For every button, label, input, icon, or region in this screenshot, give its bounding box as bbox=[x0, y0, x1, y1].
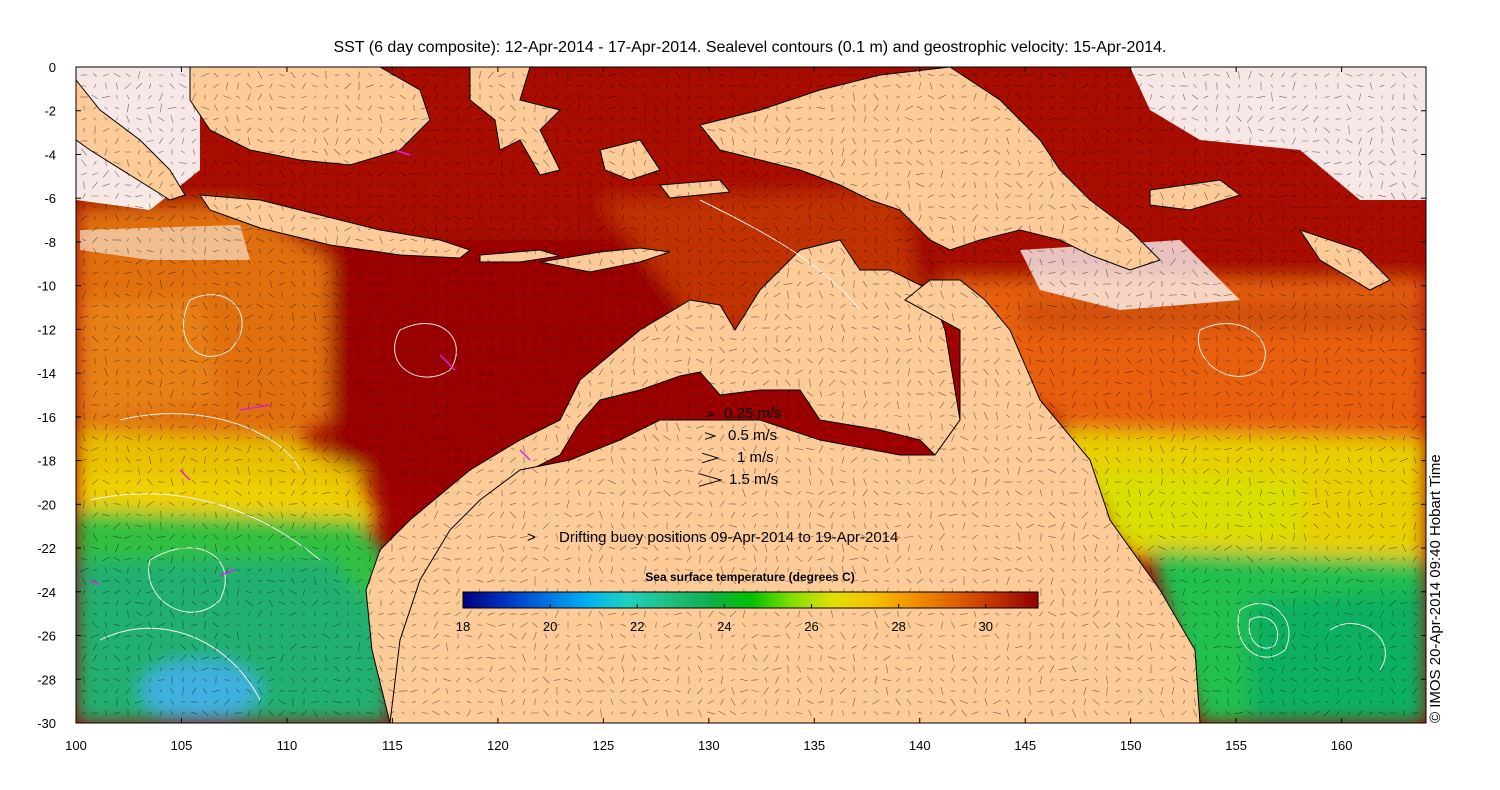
y-tick-label: -8 bbox=[44, 235, 56, 250]
velocity-legend-label: 1 m/s bbox=[737, 449, 774, 466]
y-tick-label: -20 bbox=[37, 497, 56, 512]
buoy-legend: > Drifting buoy positions 09-Apr-2014 to… bbox=[527, 529, 898, 546]
y-tick-label: -30 bbox=[37, 716, 56, 731]
sulawesi bbox=[469, 67, 561, 176]
y-tick-label: -10 bbox=[37, 279, 56, 294]
y-tick-label: -14 bbox=[37, 366, 56, 381]
colorbar-bar bbox=[462, 591, 1039, 609]
y-axis: 0 -2 -4 -6 -8 -10 -12 -14 -16 -18 -20 -22 -24 -26 -28 -… bbox=[37, 60, 1426, 731]
y-tick-label: -4 bbox=[44, 147, 56, 162]
colorbar-tick-label: 28 bbox=[891, 619, 905, 634]
x-tick-label: 120 bbox=[487, 738, 509, 753]
x-tick-label: 100 bbox=[65, 738, 87, 753]
map-title: SST (6 day composite): 12-Apr-2014 - 17-… bbox=[333, 39, 1167, 56]
colorbar-tick-label: 18 bbox=[456, 619, 470, 634]
velocity-legend-arrow bbox=[701, 452, 720, 464]
x-tick-label: 135 bbox=[803, 738, 825, 753]
x-tick-label: 125 bbox=[592, 738, 614, 753]
velocity-legend: 0.25 m/s 0.5 m/s 1 m/s 1.5 m/s bbox=[698, 405, 782, 488]
seram bbox=[659, 179, 731, 199]
velocity-arrow-field bbox=[79, 70, 1420, 718]
x-tick-label: 150 bbox=[1120, 738, 1142, 753]
y-tick-label: -24 bbox=[37, 585, 56, 600]
buoy-legend-label: Drifting buoy positions 09-Apr-2014 to 1… bbox=[559, 529, 898, 546]
velocity-arrows bbox=[79, 70, 1420, 718]
velocity-legend-arrow bbox=[706, 410, 715, 418]
velocity-legend-label: 1.5 m/s bbox=[729, 471, 778, 488]
buoy-tracks bbox=[89, 149, 531, 586]
y-tick-label: -26 bbox=[37, 629, 56, 644]
x-tick-label: 115 bbox=[382, 738, 403, 753]
solomons bbox=[1298, 229, 1391, 291]
velocity-legend-label: 0.25 m/s bbox=[724, 405, 782, 422]
flores bbox=[479, 249, 561, 263]
land bbox=[76, 67, 1391, 723]
y-tick-label: -2 bbox=[44, 104, 56, 119]
new-guinea bbox=[699, 67, 1161, 271]
buoy-legend-symbol: > bbox=[527, 529, 536, 546]
y-tick-label: -12 bbox=[37, 322, 56, 337]
sumatra bbox=[76, 79, 186, 201]
sealevel-contours bbox=[89, 199, 1386, 701]
x-tick-label: 105 bbox=[171, 738, 193, 753]
velocity-legend-label: 0.5 m/s bbox=[728, 427, 777, 444]
y-tick-label: -22 bbox=[37, 541, 56, 556]
colorbar-tick-label: 22 bbox=[630, 619, 644, 634]
x-tick-label: 155 bbox=[1225, 738, 1247, 753]
y-tick-label: -28 bbox=[37, 672, 56, 687]
colorbar-title: Sea surface temperature (degrees C) bbox=[645, 570, 854, 584]
colorbar: Sea surface temperature (degrees C) 18 20… bbox=[456, 570, 1039, 634]
x-tick-label: 160 bbox=[1331, 738, 1353, 753]
y-tick-label: -6 bbox=[44, 191, 56, 206]
y-tick-label: -16 bbox=[37, 410, 56, 425]
imos-credit: © IMOS 20-Apr-2014 09:40 Hobart Time bbox=[1427, 454, 1444, 723]
y-tick-label: 0 bbox=[49, 60, 56, 75]
velocity-legend-arrow bbox=[698, 473, 723, 487]
colorbar-ticks: 18 20 22 24 26 28 30 bbox=[456, 604, 993, 634]
cape-york-east-australia bbox=[389, 279, 1201, 723]
colorbar-tick-label: 24 bbox=[717, 619, 731, 634]
x-tick-label: 145 bbox=[1014, 738, 1036, 753]
new-britain bbox=[1149, 179, 1242, 211]
borneo bbox=[189, 67, 431, 166]
colorbar-tick-label: 20 bbox=[543, 619, 557, 634]
x-tick-label: 110 bbox=[277, 738, 298, 753]
java bbox=[199, 194, 472, 259]
x-tick-label: 130 bbox=[698, 738, 720, 753]
x-tick-label: 140 bbox=[909, 738, 931, 753]
x-axis: 100 105 110 115 120 125 130 135 140 145 150 155 160 bbox=[65, 67, 1352, 753]
colorbar-tick-label: 30 bbox=[978, 619, 992, 634]
map-plot-area bbox=[76, 67, 1426, 723]
plot-frame bbox=[75, 66, 1427, 724]
colorbar-tick-label: 26 bbox=[804, 619, 818, 634]
y-tick-label: -18 bbox=[37, 454, 56, 469]
velocity-legend-arrow bbox=[704, 432, 717, 440]
